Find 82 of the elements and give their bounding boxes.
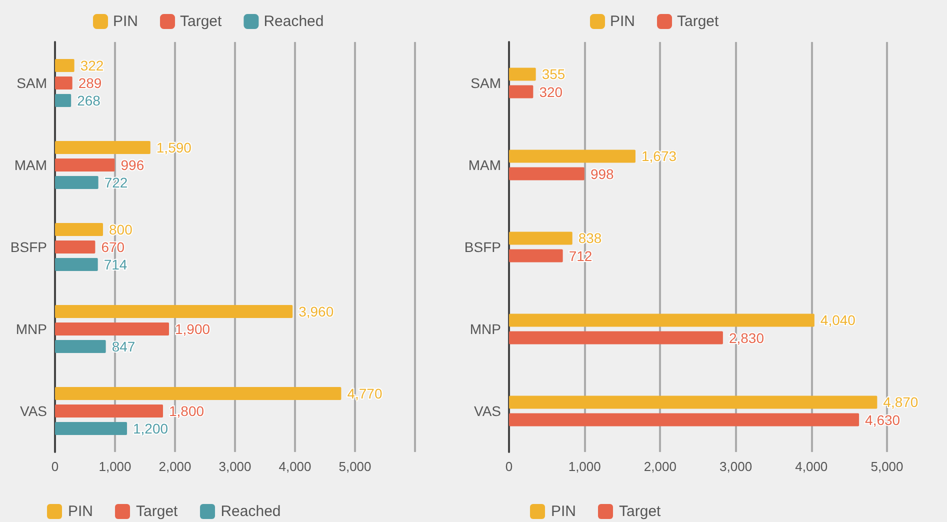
data-label: 1,800 <box>169 403 204 419</box>
bar <box>509 396 878 409</box>
x-tick-label: 3,000 <box>720 459 752 474</box>
bar <box>509 68 536 81</box>
legend-label: PIN <box>113 13 138 30</box>
bar <box>55 76 72 90</box>
data-label: 1,200 <box>133 420 168 437</box>
data-label: 322 <box>80 57 104 74</box>
data-label: 4,770 <box>347 385 382 402</box>
y-tick-label: BSFP <box>464 239 501 255</box>
data-label: 289 <box>78 75 102 91</box>
x-tick-label: 1,000 <box>98 459 132 474</box>
bar <box>509 167 584 180</box>
bar <box>509 249 563 262</box>
bar <box>55 404 163 418</box>
legend-label: Target <box>677 13 720 30</box>
bar <box>509 232 572 245</box>
y-tick-label: VAS <box>474 403 501 419</box>
text: Reached <box>264 13 324 30</box>
x-tick-label: 4,000 <box>795 459 828 474</box>
x-tick-label: 3,000 <box>218 459 252 474</box>
y-tick-label: MNP <box>16 321 47 337</box>
bar <box>509 150 636 163</box>
data-label: 3,960 <box>298 303 334 320</box>
bar <box>509 85 534 98</box>
legend-label: PIN <box>610 13 636 30</box>
text: Target <box>619 503 661 520</box>
y-tick-label: MNP <box>470 321 501 337</box>
bar <box>55 304 293 318</box>
data-label: 4,040 <box>820 312 856 328</box>
bar <box>55 58 74 72</box>
x-tick-label: 5,000 <box>870 459 904 474</box>
bar <box>55 422 127 436</box>
data-label: 800 <box>109 221 133 238</box>
y-tick-label: VAS <box>20 403 47 419</box>
y-tick-label: MAM <box>468 157 501 173</box>
data-label: 320 <box>539 84 563 100</box>
x-tick-label: 2,000 <box>158 459 192 474</box>
data-label: 1,590 <box>156 139 192 156</box>
data-label: 998 <box>590 166 614 182</box>
data-label: 2,830 <box>728 330 764 346</box>
bar <box>55 386 342 400</box>
data-label: 4,870 <box>883 394 918 410</box>
data-label: 714 <box>104 256 128 273</box>
data-label: 712 <box>568 248 592 264</box>
bar <box>55 176 98 190</box>
data-label: 1,900 <box>175 321 210 337</box>
y-tick-label: SAM <box>16 75 47 91</box>
legend-label: Target <box>180 13 223 30</box>
data-label: 722 <box>104 174 128 191</box>
bar <box>55 240 96 254</box>
text: PIN <box>68 503 94 520</box>
y-tick-label: MAM <box>14 157 47 173</box>
data-label: 996 <box>120 157 144 173</box>
bar <box>55 158 115 172</box>
y-tick-label: BSFP <box>10 239 47 255</box>
bar <box>509 413 860 426</box>
data-label: 355 <box>542 66 566 82</box>
x-tick-label: 0 <box>505 459 513 474</box>
legend-label: Reached <box>220 503 281 520</box>
bar <box>55 140 150 154</box>
bar <box>509 331 723 344</box>
data-label: 838 <box>578 230 602 246</box>
text: Target <box>136 503 178 520</box>
data-label: 1,673 <box>641 148 677 164</box>
data-label: 670 <box>101 239 125 255</box>
data-label: 4,630 <box>865 412 900 428</box>
bar <box>55 94 72 108</box>
x-tick-label: 1,000 <box>568 459 601 474</box>
bar <box>55 222 103 236</box>
bar <box>55 258 98 272</box>
x-tick-label: 4,000 <box>278 459 312 474</box>
x-tick-label: 0 <box>51 459 59 474</box>
x-tick-label: 5,000 <box>338 459 372 474</box>
bar <box>55 322 169 336</box>
bar <box>55 340 106 354</box>
text: PIN <box>551 503 576 520</box>
bar <box>509 314 814 327</box>
x-tick-label: 2,000 <box>644 459 676 474</box>
data-label: 847 <box>112 338 136 355</box>
y-tick-label: SAM <box>470 75 501 91</box>
data-label: 268 <box>77 92 101 109</box>
